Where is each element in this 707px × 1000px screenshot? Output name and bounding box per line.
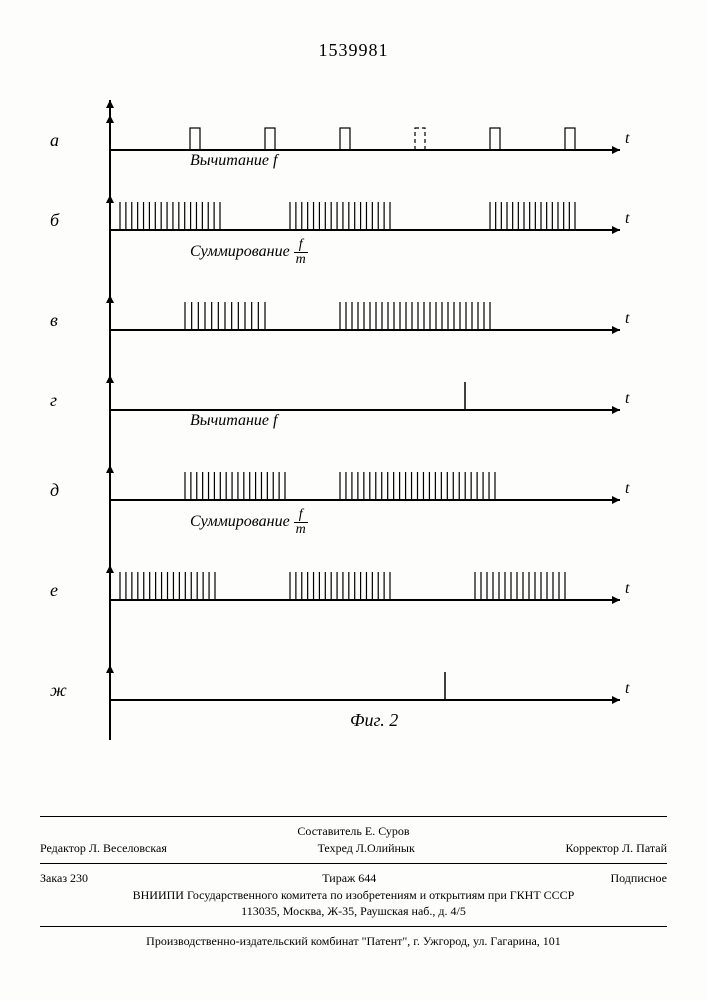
fraction-fm-1: fm	[294, 238, 308, 267]
timing-diagram: а б в г д е ж Вычитание f Суммирование f…	[70, 90, 650, 790]
footer-block: Составитель Е. Суров Редактор Л. Веселов…	[40, 810, 667, 950]
axis-t-b: t	[625, 210, 629, 228]
axis-t-a: t	[625, 130, 629, 148]
caption-row-a: Вычитание f	[190, 152, 277, 170]
caption-row-b: Суммирование fm	[190, 238, 308, 267]
tirage-number: Тираж 644	[322, 870, 376, 887]
axis-t-e: t	[625, 580, 629, 598]
row-label-d: д	[50, 480, 59, 501]
document-number: 1539981	[0, 40, 707, 61]
podpis-label: Подписное	[610, 870, 667, 887]
caption-row-g: Вычитание f	[190, 412, 277, 430]
fraction-fm-2: fm	[294, 508, 308, 537]
axis-t-v: t	[625, 310, 629, 328]
publisher-line: Производственно-издательский комбинат "П…	[40, 933, 667, 950]
tech-label: Техред Л.Олийнык	[318, 840, 415, 857]
figure-label: Фиг. 2	[350, 710, 398, 731]
row-label-b: б	[50, 210, 59, 231]
axis-t-d: t	[625, 480, 629, 498]
org-line: ВНИИПИ Государственного комитета по изоб…	[40, 887, 667, 904]
row-label-g: г	[50, 390, 57, 411]
addr-line: 113035, Москва, Ж-35, Раушская наб., д. …	[40, 903, 667, 920]
caption-row-d: Суммирование fm	[190, 508, 308, 537]
row-label-v: в	[50, 310, 58, 331]
corrector-label: Корректор Л. Патай	[566, 840, 667, 857]
order-number: Заказ 230	[40, 870, 88, 887]
row-label-zh: ж	[50, 680, 67, 701]
axis-t-g: t	[625, 390, 629, 408]
row-label-e: е	[50, 580, 58, 601]
editor-label: Редактор Л. Веселовская	[40, 840, 167, 857]
compositor-line: Составитель Е. Суров	[40, 823, 667, 840]
row-label-a: а	[50, 130, 59, 151]
axis-t-zh: t	[625, 680, 629, 698]
